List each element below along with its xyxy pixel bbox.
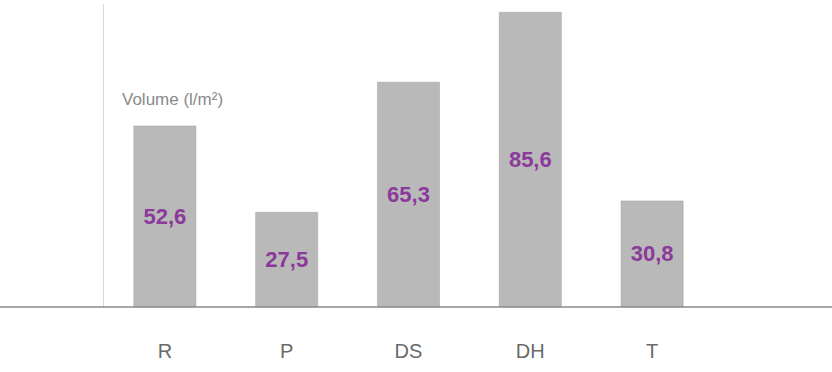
svg-text:30,8: 30,8: [631, 241, 674, 266]
svg-text:27,5: 27,5: [265, 247, 308, 272]
svg-text:Volume (l/m²): Volume (l/m²): [122, 90, 223, 109]
svg-text:P: P: [280, 340, 293, 362]
svg-text:T: T: [646, 340, 658, 362]
svg-text:DS: DS: [395, 340, 423, 362]
svg-text:R: R: [158, 340, 172, 362]
svg-text:52,6: 52,6: [143, 204, 186, 229]
svg-text:DH: DH: [516, 340, 545, 362]
svg-text:85,6: 85,6: [509, 147, 552, 172]
svg-text:65,3: 65,3: [387, 182, 430, 207]
